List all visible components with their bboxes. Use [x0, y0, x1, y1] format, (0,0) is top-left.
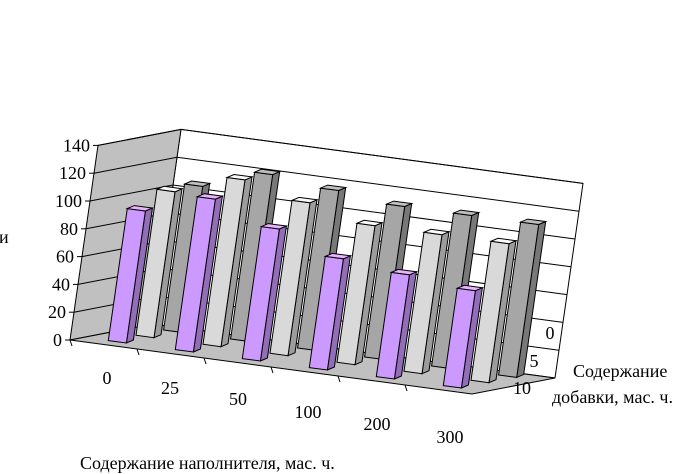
- y-tick-label: 80: [60, 219, 78, 239]
- z-tick-label: 10: [513, 378, 531, 398]
- y-tick-label: 100: [55, 191, 82, 211]
- bar-5-50: [269, 196, 319, 357]
- x-tick-label: 0: [103, 368, 112, 388]
- bar-10-50: [241, 223, 289, 362]
- y-tick-label: 0: [53, 330, 62, 350]
- bar-10-200: [375, 268, 419, 380]
- x-tick-label: 25: [161, 378, 179, 398]
- gridline: [89, 184, 576, 240]
- bar-5-200: [403, 228, 451, 375]
- bar-10-100: [308, 252, 353, 371]
- y-tick-label: 60: [56, 247, 74, 267]
- bar-5-300: [470, 237, 518, 384]
- bar-10-0: [107, 205, 155, 344]
- x-tick-label: 100: [295, 402, 322, 422]
- bar-10-300: [442, 284, 485, 389]
- x-tick-mark: [69, 339, 73, 347]
- x-tick-label: 300: [437, 427, 464, 447]
- z-tick-label: 0: [546, 323, 555, 343]
- y-tick-label: 120: [59, 163, 86, 183]
- bar-0-300: [498, 218, 548, 379]
- z-axis-label-line-1: Содержание: [573, 361, 667, 381]
- x-tick-label: 200: [364, 414, 391, 434]
- gridline: [93, 156, 580, 212]
- x-tick-label: 50: [229, 389, 247, 409]
- x-axis-label: Содержание наполнителя, мас. ч.: [80, 453, 335, 473]
- y-tick-label: 40: [52, 274, 70, 294]
- y-tick-label: 20: [48, 302, 66, 322]
- bar-5-100: [336, 219, 384, 366]
- bar-10-25: [174, 193, 225, 353]
- gridline: [97, 128, 584, 184]
- y-axis-label-fragment: и: [0, 227, 9, 247]
- x-tick-mark: [136, 348, 140, 356]
- y-tick-label: 140: [63, 135, 90, 155]
- bar-5-0: [135, 185, 184, 339]
- chart-bars: [107, 168, 548, 389]
- z-tick-label: 5: [530, 351, 539, 371]
- x-tick-mark: [270, 366, 274, 374]
- x-tick-mark: [404, 384, 408, 392]
- x-tick-mark: [203, 357, 207, 365]
- z-axis-label-line-2: добавки, мас. ч.: [552, 387, 673, 407]
- bar-5-25: [202, 173, 254, 348]
- x-tick-mark: [337, 375, 341, 383]
